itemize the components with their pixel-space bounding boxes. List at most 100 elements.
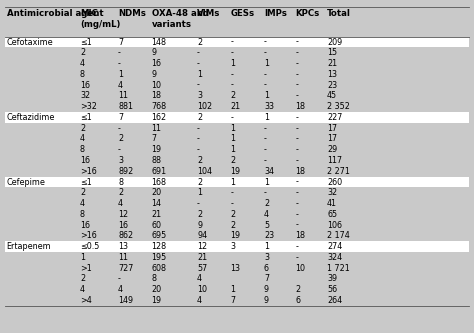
- Bar: [5, 209, 469, 220]
- Text: 19: 19: [230, 167, 241, 176]
- Text: -: -: [295, 135, 299, 144]
- Text: 14: 14: [152, 199, 162, 208]
- Text: 16: 16: [80, 81, 90, 90]
- Text: 11: 11: [118, 91, 128, 100]
- Text: 691: 691: [152, 167, 167, 176]
- Bar: [5, 187, 469, 198]
- Text: -: -: [295, 156, 299, 165]
- Text: 15: 15: [327, 48, 337, 57]
- Text: 227: 227: [327, 113, 343, 122]
- Text: 21: 21: [327, 59, 337, 68]
- Text: 13: 13: [118, 242, 128, 251]
- Bar: [5, 123, 469, 134]
- Text: 102: 102: [197, 102, 212, 111]
- Text: -: -: [295, 38, 299, 47]
- Text: 162: 162: [152, 113, 167, 122]
- Text: >4: >4: [80, 296, 92, 305]
- Bar: [5, 58, 469, 69]
- Text: ≤0.5: ≤0.5: [80, 242, 100, 251]
- Text: 5: 5: [264, 220, 269, 229]
- Text: -: -: [295, 124, 299, 133]
- Text: 2: 2: [295, 285, 301, 294]
- Text: 10: 10: [152, 81, 162, 90]
- Text: -: -: [230, 113, 233, 122]
- Text: 33: 33: [264, 102, 274, 111]
- Text: 19: 19: [230, 231, 241, 240]
- Text: -: -: [230, 81, 233, 90]
- Text: 13: 13: [230, 264, 240, 273]
- Text: -: -: [264, 188, 267, 197]
- Text: 148: 148: [152, 38, 166, 47]
- Text: 16: 16: [152, 59, 162, 68]
- Text: -: -: [264, 124, 267, 133]
- Text: -: -: [230, 199, 233, 208]
- Bar: [5, 37, 469, 47]
- Text: 2: 2: [80, 274, 85, 283]
- Text: 1: 1: [264, 177, 269, 186]
- Text: 1: 1: [197, 70, 202, 79]
- Text: 324: 324: [327, 253, 342, 262]
- Bar: [5, 80, 469, 91]
- Text: 3: 3: [230, 242, 236, 251]
- Bar: [5, 284, 469, 295]
- Text: 21: 21: [152, 210, 162, 219]
- Text: -: -: [197, 135, 200, 144]
- Text: -: -: [295, 242, 299, 251]
- Text: ≤1: ≤1: [80, 113, 92, 122]
- Text: 2: 2: [230, 156, 236, 165]
- Text: 695: 695: [152, 231, 167, 240]
- Text: -: -: [264, 135, 267, 144]
- Text: -: -: [264, 156, 267, 165]
- Text: 1: 1: [230, 177, 236, 186]
- Text: ≤1: ≤1: [80, 177, 92, 186]
- Text: -: -: [118, 48, 121, 57]
- Text: -: -: [197, 81, 200, 90]
- Text: 2: 2: [264, 199, 269, 208]
- Text: 106: 106: [327, 220, 342, 229]
- Text: 1: 1: [230, 124, 236, 133]
- Text: 768: 768: [152, 102, 167, 111]
- Text: 1: 1: [197, 188, 202, 197]
- Text: 2: 2: [197, 210, 202, 219]
- Text: -: -: [295, 188, 299, 197]
- Text: 19: 19: [152, 145, 162, 154]
- Text: 1: 1: [118, 70, 123, 79]
- Text: -: -: [118, 274, 121, 283]
- Text: 1: 1: [80, 253, 85, 262]
- Text: 17: 17: [327, 135, 337, 144]
- Bar: [5, 47, 469, 58]
- Text: 18: 18: [295, 167, 306, 176]
- Text: 4: 4: [197, 296, 202, 305]
- Text: 6: 6: [264, 264, 269, 273]
- Text: 2 271: 2 271: [327, 167, 350, 176]
- Text: 881: 881: [118, 102, 133, 111]
- Bar: [5, 134, 469, 144]
- Text: 18: 18: [295, 231, 306, 240]
- Text: 2 352: 2 352: [327, 102, 350, 111]
- Text: Total: Total: [327, 9, 351, 18]
- Text: 39: 39: [327, 274, 337, 283]
- Bar: [5, 295, 469, 306]
- Text: 88: 88: [152, 156, 162, 165]
- Text: 13: 13: [327, 70, 337, 79]
- Text: -: -: [264, 81, 267, 90]
- Text: -: -: [295, 177, 299, 186]
- Text: 4: 4: [80, 199, 85, 208]
- Text: 7: 7: [118, 113, 123, 122]
- Text: -: -: [295, 81, 299, 90]
- Text: -: -: [118, 59, 121, 68]
- Text: 94: 94: [197, 231, 207, 240]
- Text: 1: 1: [230, 285, 236, 294]
- Text: -: -: [197, 48, 200, 57]
- Text: -: -: [264, 48, 267, 57]
- Text: 8: 8: [80, 145, 85, 154]
- Text: 9: 9: [197, 220, 202, 229]
- Text: -: -: [197, 59, 200, 68]
- Text: -: -: [264, 70, 267, 79]
- Text: -: -: [295, 145, 299, 154]
- Text: 7: 7: [118, 38, 123, 47]
- Text: 8: 8: [80, 210, 85, 219]
- Text: 2 174: 2 174: [327, 231, 350, 240]
- Text: 7: 7: [264, 274, 269, 283]
- Text: 9: 9: [152, 48, 156, 57]
